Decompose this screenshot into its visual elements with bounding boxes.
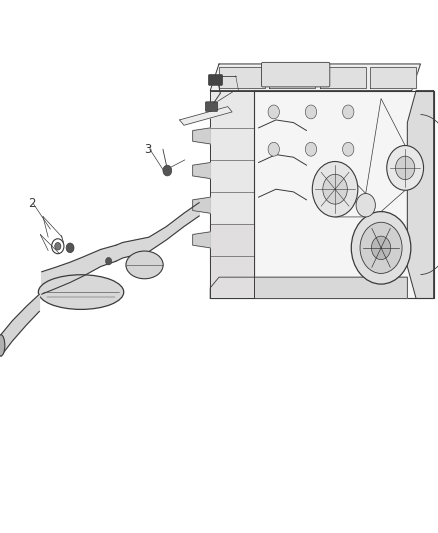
FancyBboxPatch shape <box>261 62 330 87</box>
Polygon shape <box>210 91 254 298</box>
FancyBboxPatch shape <box>208 75 223 85</box>
Polygon shape <box>116 203 199 261</box>
Ellipse shape <box>0 335 5 356</box>
Ellipse shape <box>39 275 124 309</box>
Polygon shape <box>320 67 366 88</box>
Circle shape <box>305 105 317 119</box>
Circle shape <box>66 243 74 253</box>
Polygon shape <box>370 67 416 88</box>
Polygon shape <box>210 64 420 91</box>
Text: 1: 1 <box>236 85 244 98</box>
Circle shape <box>305 142 317 156</box>
Circle shape <box>312 161 358 217</box>
Circle shape <box>351 212 411 284</box>
Polygon shape <box>193 163 210 179</box>
Circle shape <box>360 222 402 273</box>
Polygon shape <box>210 277 407 298</box>
Circle shape <box>356 193 375 217</box>
Circle shape <box>55 243 61 250</box>
Circle shape <box>268 142 279 156</box>
Polygon shape <box>210 224 254 298</box>
Polygon shape <box>1 294 39 356</box>
Polygon shape <box>254 91 434 298</box>
Polygon shape <box>407 91 434 298</box>
Ellipse shape <box>126 251 163 279</box>
Polygon shape <box>193 197 210 213</box>
Circle shape <box>163 165 172 176</box>
Circle shape <box>387 146 424 190</box>
Polygon shape <box>193 232 210 248</box>
Polygon shape <box>219 67 265 88</box>
Polygon shape <box>269 67 315 88</box>
Polygon shape <box>42 245 116 294</box>
Polygon shape <box>180 107 232 125</box>
Text: 3: 3 <box>145 143 152 156</box>
Circle shape <box>268 105 279 119</box>
Circle shape <box>323 174 347 204</box>
Text: 2: 2 <box>28 197 35 210</box>
Circle shape <box>343 142 354 156</box>
Circle shape <box>343 105 354 119</box>
Circle shape <box>106 257 112 265</box>
Circle shape <box>371 236 391 260</box>
Circle shape <box>396 156 415 180</box>
FancyBboxPatch shape <box>205 102 218 111</box>
Polygon shape <box>193 128 210 144</box>
